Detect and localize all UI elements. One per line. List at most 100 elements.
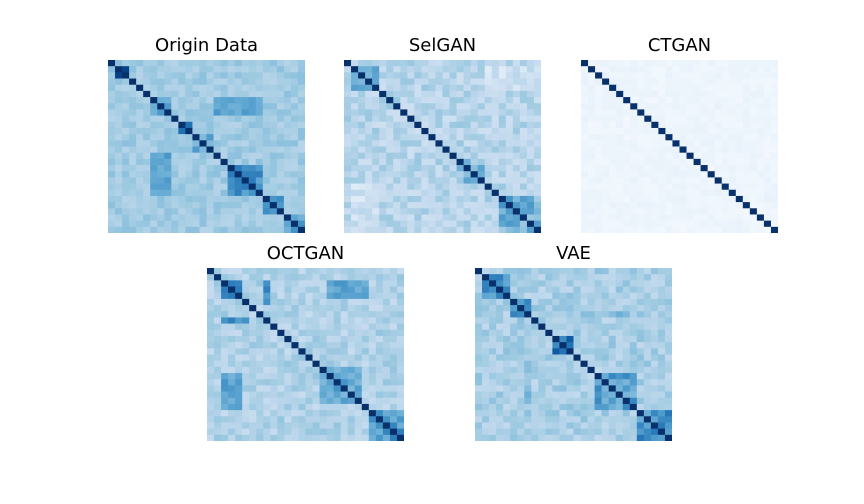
heatmap-cell [354,305,363,312]
heatmap-cell [249,434,257,441]
heatmap-cell [484,60,493,67]
heatmap-cell [305,391,313,399]
heatmap-cell [263,391,271,399]
heatmap-cell [206,134,214,141]
heatmap-cell [185,220,193,228]
heatmap-cell [263,329,271,337]
heatmap-cell [393,103,401,110]
heatmap-cell [206,109,214,117]
heatmap-cell [519,140,528,147]
heatmap-cell [333,379,342,386]
heatmap-cell [270,360,278,368]
heatmap-cell [435,66,443,73]
heatmap-cell [714,72,723,79]
heatmap-cell [234,60,243,67]
heatmap-cell [566,397,574,405]
heatmap-cell [347,422,356,430]
heatmap-cell [326,274,335,281]
heatmap-cell [657,335,666,343]
heatmap-cell [594,305,603,312]
heatmap-cell [344,97,352,104]
heatmap-cell [538,434,546,441]
heatmap-cell [482,373,490,380]
heatmap-cell [566,360,574,368]
heatmap-cell [228,354,236,362]
heatmap-cell [545,385,553,392]
heatmap-cell [601,329,610,337]
heatmap-cell [256,360,264,368]
heatmap-cell [609,115,617,123]
heatmap-cell [629,428,638,436]
heatmap-cell [573,360,581,368]
heatmap-cell [552,379,560,386]
heatmap-cell [489,422,497,430]
heatmap-cell [533,127,541,135]
heatmap-cell [531,329,539,337]
heatmap-cell [700,214,709,222]
heatmap-cell [326,305,335,312]
heatmap-cell [283,134,292,141]
heatmap-cell [242,428,250,436]
heatmap-cell [351,127,359,135]
heatmap-cell [283,121,292,129]
heatmap-cell [581,165,589,172]
heatmap-cell [379,127,387,135]
heatmap-cell [249,422,257,430]
heatmap-cell [214,434,222,441]
heatmap-cell [291,360,299,368]
heatmap-cell [428,97,436,104]
heatmap-cell [333,391,342,399]
panel-title: SelGAN [408,35,477,56]
heatmap-cell [129,158,137,166]
heatmap-cell [400,78,408,86]
heatmap-cell [192,208,200,215]
heatmap-cell [333,385,342,392]
heatmap-cell [770,90,778,98]
heatmap-cell [284,366,292,374]
heatmap-cell [609,97,617,104]
heatmap-cell [354,348,363,355]
heatmap-cell [566,385,574,392]
heatmap-cell [347,274,356,281]
heatmap-cell [756,226,765,233]
heatmap-cell [742,189,751,197]
heatmap-cell [650,373,659,380]
heatmap-cell [297,134,305,141]
panel-title: OCTGAN [266,243,345,264]
heatmap-cell [228,391,236,399]
heatmap-cell [463,202,472,209]
heatmap-cell [630,134,638,141]
heatmap-cell [595,72,603,79]
heatmap-cell [283,103,292,110]
heatmap-cell [228,317,236,325]
heatmap-cell [442,103,450,110]
heatmap-cell [375,366,384,374]
heatmap-cell [319,416,328,423]
heatmap-cell [615,317,624,325]
heatmap-cell [136,189,144,197]
heatmap-cell [382,428,391,436]
heatmap-cell [602,214,610,222]
heatmap-cell [354,298,363,306]
heatmap-cell [519,208,528,215]
heatmap-cell [463,109,472,117]
heatmap-cell [763,84,772,92]
heatmap-cell [421,121,429,129]
heatmap-cell [136,202,144,209]
heatmap-cell [199,165,207,172]
heatmap-cell [241,165,250,172]
heatmap-cell [157,177,165,184]
heatmap-cell [538,311,546,318]
heatmap-cell [178,140,186,147]
heatmap-cell [368,274,377,281]
heatmap-cell [484,177,493,184]
heatmap-cell [615,342,624,349]
heatmap-cell [770,226,778,233]
heatmap-cell [227,152,236,160]
heatmap-cell [609,208,617,215]
heatmap-cell [365,189,373,197]
heatmap-cell [221,391,229,399]
heatmap-cell [379,84,387,92]
heatmap-cell [365,183,373,191]
heatmap-cell [665,140,673,147]
